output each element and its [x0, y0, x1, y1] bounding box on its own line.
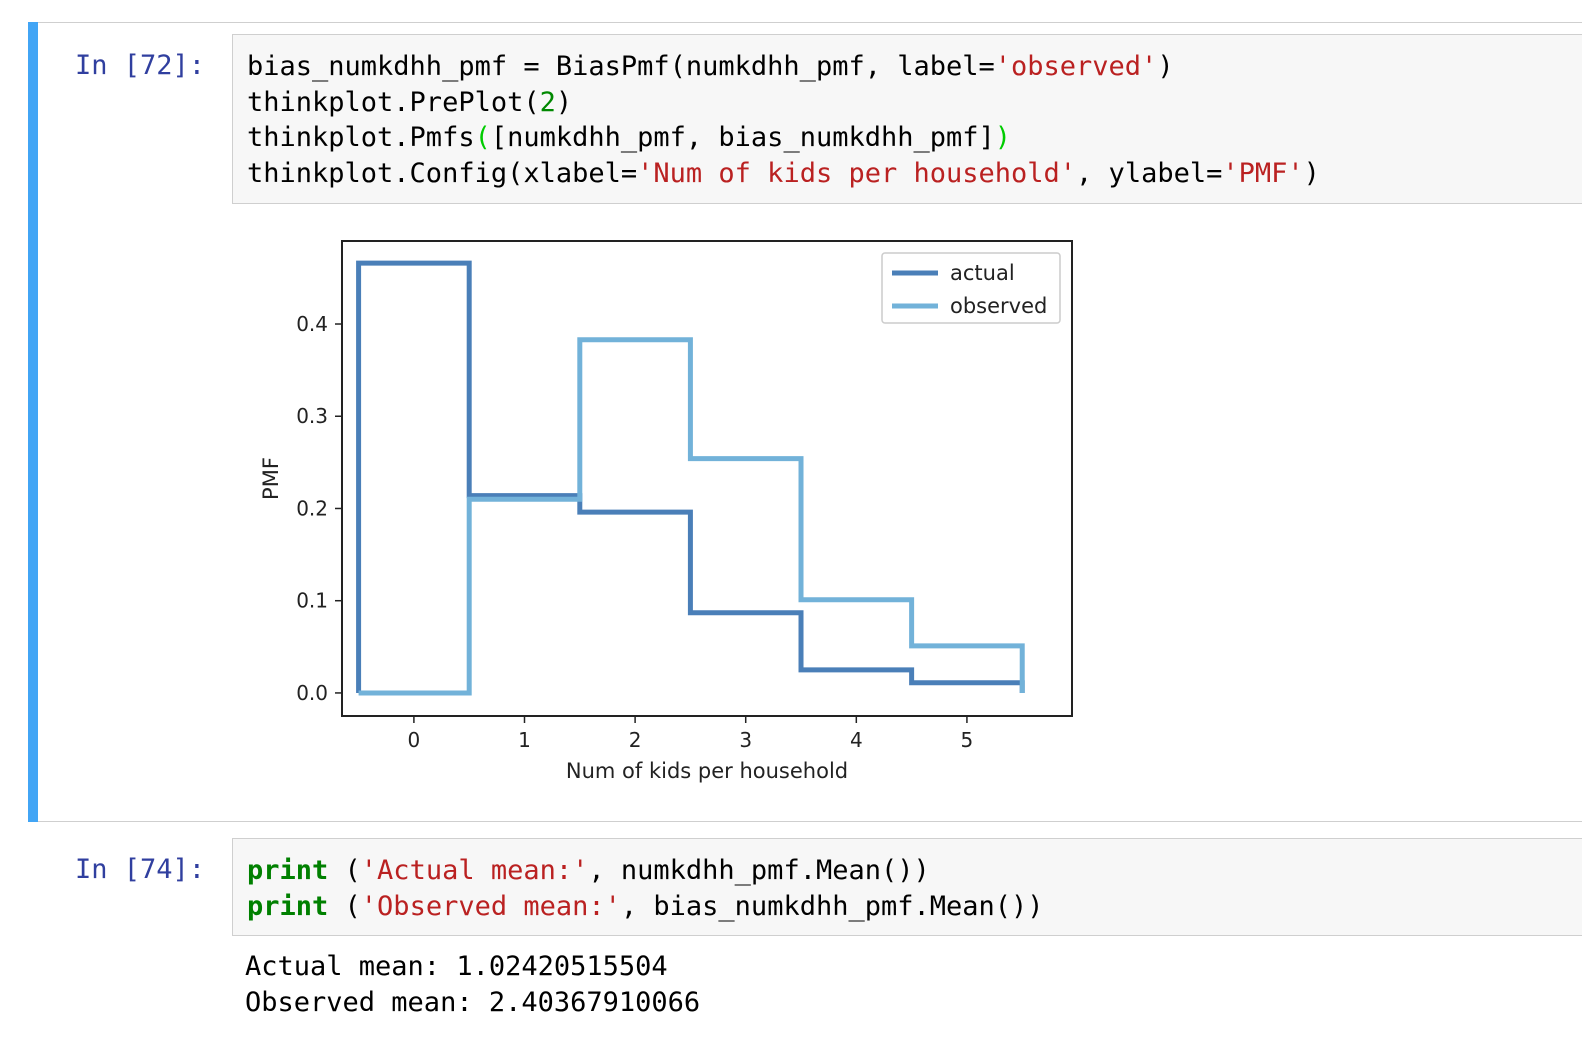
code-token: 'PMF': [1222, 158, 1304, 190]
x-tick-label: 1: [518, 728, 531, 752]
code-line: thinkplot.PrePlot(2): [247, 87, 572, 118]
code-line: thinkplot.Pmfs([numkdhh_pmf, bias_numkdh…: [247, 122, 1011, 153]
input-prompt-74: In [74]:: [75, 854, 206, 885]
code-token: print: [247, 890, 329, 922]
y-axis: 0.0 0.1 0.2 0.3 0.4: [296, 312, 342, 705]
code-token: bias_numkdhh_pmf = BiasPmf(numkdhh_pmf, …: [247, 51, 995, 82]
code-token: (: [328, 890, 361, 922]
code-line: print ('Observed mean:', bias_numkdhh_pm…: [247, 891, 1044, 922]
code-token: , numkdhh_pmf.Mean()): [588, 855, 930, 886]
series-line-actual: [356, 260, 1025, 693]
series-layer: [356, 260, 1025, 696]
code-input-74[interactable]: print ('Actual mean:', numkdhh_pmf.Mean(…: [232, 838, 1582, 936]
code-token: ): [1303, 158, 1320, 190]
legend: actual observed: [881, 252, 1061, 324]
code-token: print: [247, 855, 329, 886]
cell-output-74: Actual mean: 1.02420515504 Observed mean…: [245, 949, 700, 1021]
code-token: (: [328, 855, 361, 886]
code-token: , bias_numkdhh_pmf.Mean()): [620, 890, 1044, 922]
code-text-74[interactable]: print ('Actual mean:', numkdhh_pmf.Mean(…: [247, 853, 1044, 924]
code-token: 'Observed mean:': [360, 890, 621, 922]
code-line: thinkplot.Config(xlabel='Num of kids per…: [247, 158, 1320, 189]
y-tick-label: 0.2: [296, 496, 328, 520]
code-text-72[interactable]: bias_numkdhh_pmf = BiasPmf(numkdhh_pmf, …: [247, 49, 1320, 192]
code-token: ): [1157, 51, 1174, 82]
code-token: thinkplot.Pmfs: [247, 122, 475, 154]
code-token: 'Num of kids per household': [637, 158, 1077, 190]
x-tick-label: 5: [961, 728, 974, 752]
y-tick-label: 0.3: [296, 404, 328, 428]
code-input-72[interactable]: bias_numkdhh_pmf = BiasPmf(numkdhh_pmf, …: [232, 34, 1582, 204]
x-tick-label: 0: [408, 728, 421, 752]
x-tick-label: 2: [629, 728, 642, 752]
code-line: print ('Actual mean:', numkdhh_pmf.Mean(…: [247, 855, 930, 886]
code-token: ): [555, 86, 573, 118]
code-cell-72[interactable]: [28, 22, 1582, 822]
code-token: thinkplot.Config(xlabel=: [247, 158, 638, 190]
legend-label-observed: observed: [950, 294, 1047, 318]
code-token: 'Actual mean:': [360, 855, 589, 886]
code-token: 2: [539, 86, 556, 118]
code-token: , ylabel=: [1076, 158, 1223, 190]
code-token: (: [474, 122, 491, 154]
x-tick-label: 4: [850, 728, 863, 752]
code-token: [numkdhh_pmf, bias_numkdhh_pmf]: [490, 122, 995, 154]
legend-label-actual: actual: [950, 261, 1015, 285]
code-token: ): [994, 122, 1012, 154]
y-tick-label: 0.1: [296, 589, 328, 613]
output-line-actual-mean: Actual mean: 1.02420515504: [245, 951, 668, 982]
output-line-observed-mean: Observed mean: 2.40367910066: [245, 987, 701, 1018]
series-line-observed: [358, 337, 1025, 696]
code-token: thinkplot.PrePlot(: [247, 86, 540, 118]
pmf-step-chart: 0.0 0.1 0.2 0.3 0.4 0 1 2 3 4 5 actual observed Nu…: [259, 240, 1073, 783]
input-prompt-72: In [72]:: [75, 50, 206, 81]
x-tick-label: 3: [739, 728, 752, 752]
x-axis: 0 1 2 3 4 5: [408, 716, 974, 752]
code-token: 'observed': [994, 51, 1158, 82]
y-tick-label: 0.0: [296, 681, 328, 705]
y-axis-label: PMF: [259, 457, 283, 500]
x-axis-label: Num of kids per household: [566, 759, 848, 783]
code-line: bias_numkdhh_pmf = BiasPmf(numkdhh_pmf, …: [247, 51, 1174, 82]
cell-selection-bar: [28, 22, 38, 822]
y-tick-label: 0.4: [296, 312, 328, 336]
